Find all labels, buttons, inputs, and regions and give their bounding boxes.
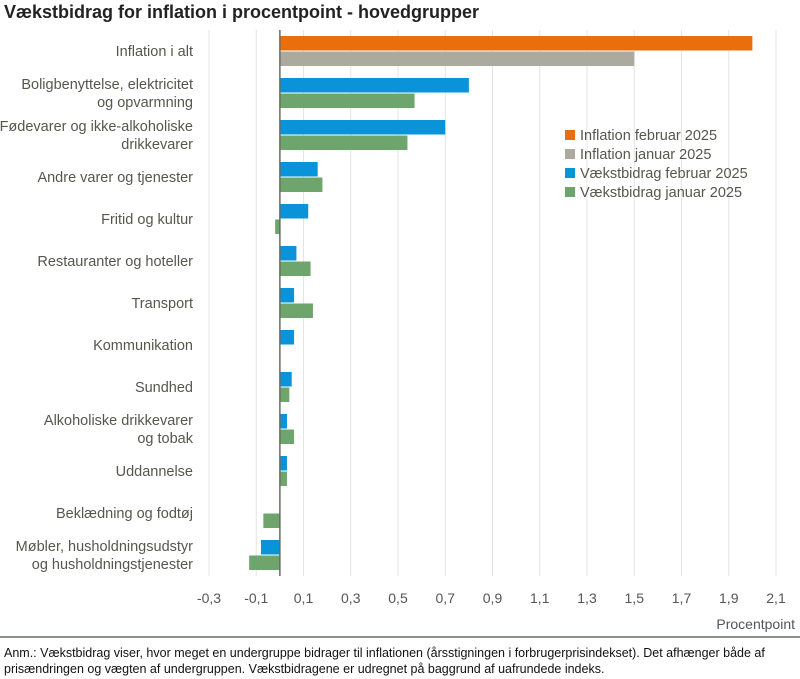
bar: [279, 288, 295, 303]
category-label: Transport: [131, 296, 193, 312]
category-label: Alkoholiske drikkevarer: [44, 413, 193, 429]
x-axis-label: Procentpoint: [716, 616, 795, 632]
x-tick-label: 0,5: [388, 590, 408, 606]
category-label: og tobak: [137, 431, 193, 447]
category-label: og husholdningstjenester: [32, 557, 193, 573]
bar: [279, 162, 318, 177]
bar: [279, 261, 311, 276]
bar: [279, 414, 287, 429]
category-label: Kommunikation: [93, 338, 193, 354]
x-tick-label: 1,5: [625, 590, 645, 606]
bar: [279, 78, 469, 93]
bar: [279, 246, 297, 261]
category-label: og opvarmning: [97, 95, 193, 111]
bar: [263, 513, 280, 528]
bar: [279, 429, 295, 444]
bar: [279, 177, 323, 192]
x-tick-label: 2,1: [766, 590, 786, 606]
legend-swatch: [565, 187, 575, 197]
legend-swatch: [565, 149, 575, 159]
bar: [279, 456, 287, 471]
bar: [279, 135, 408, 150]
category-label: Uddannelse: [116, 464, 193, 480]
category-label: Beklædning og fodtøj: [56, 506, 193, 522]
category-label: drikkevarer: [121, 137, 193, 153]
bar: [279, 36, 753, 51]
category-label: Boligbenyttelse, elektricitet: [21, 77, 193, 93]
chart-title: Vækstbidrag for inflation i procentpoint…: [4, 2, 480, 22]
bar: [275, 219, 280, 234]
legend-label: Inflation februar 2025: [580, 128, 717, 144]
footnote: Anm.: Vækstbidrag viser, hvor meget en u…: [4, 646, 765, 676]
category-label: Inflation i alt: [116, 44, 193, 60]
bar: [249, 555, 280, 570]
legend-swatch: [565, 130, 575, 140]
bar: [279, 372, 292, 387]
bar: [279, 204, 309, 219]
x-tick-label: 0,7: [436, 590, 456, 606]
category-label: Andre varer og tjenester: [37, 170, 193, 186]
bar-chart: -0,3 -0,1 0,1 0,3 0,5 0,7 0,9 1,1 1,3 1,5 1,7 1,9 2,…: [0, 30, 795, 632]
bar: [279, 93, 415, 108]
divider: [0, 636, 800, 638]
x-tick-label: 0,1: [294, 590, 314, 606]
bar: [279, 387, 290, 402]
x-tick-label: -0,1: [244, 590, 268, 606]
category-label: Fritid og kultur: [101, 212, 193, 228]
legend-swatch: [565, 168, 575, 178]
legend-label: Inflation januar 2025: [580, 147, 711, 163]
x-tick-label: -0,3: [197, 590, 221, 606]
category-label: Møbler, husholdningsudstyr: [16, 539, 193, 555]
category-label: Restauranter og hoteller: [37, 254, 193, 270]
bar: [279, 120, 446, 135]
category-label: Fødevarer og ikke-alkoholiske: [0, 119, 193, 135]
x-tick-label: 1,9: [719, 590, 739, 606]
x-tick-label: 1,7: [672, 590, 692, 606]
x-tick-label: 0,9: [483, 590, 503, 606]
x-tick-label: 1,1: [530, 590, 550, 606]
bar: [260, 540, 280, 555]
bar: [279, 51, 635, 66]
legend-label: Vækstbidrag januar 2025: [580, 185, 742, 201]
bar: [279, 471, 287, 486]
x-tick-label: 0,3: [341, 590, 361, 606]
bar: [279, 303, 313, 318]
category-label: Sundhed: [135, 380, 193, 396]
legend-label: Vækstbidrag februar 2025: [580, 166, 748, 182]
bar: [279, 330, 295, 345]
x-tick-label: 1,3: [577, 590, 597, 606]
